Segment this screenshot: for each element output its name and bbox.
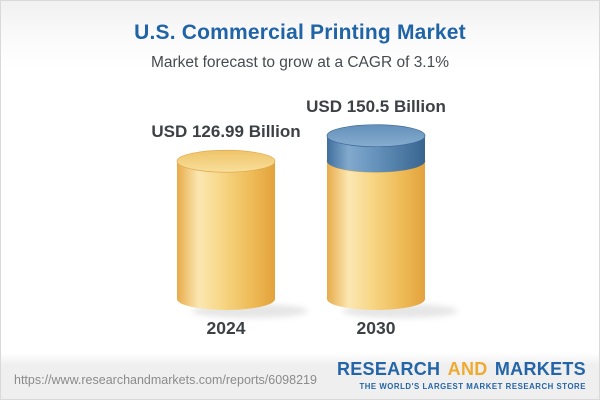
research-and-markets-logo: RESEARCH AND MARKETS THE WORLD'S LARGEST…	[337, 359, 586, 391]
bar-category-label-2030: 2030	[356, 318, 396, 338]
logo-word-research: RESEARCH	[336, 359, 441, 379]
report-url: https://www.researchandmarkets.com/repor…	[14, 373, 317, 387]
bar-cylinder-2030	[326, 124, 458, 318]
page-title: U.S. Commercial Printing Market	[134, 21, 466, 44]
bar-cylinder-2024	[176, 149, 308, 318]
bar-category-label-2024: 2024	[206, 318, 246, 338]
bar-value-label-2024: USD 126.99 Billion	[151, 122, 301, 141]
page-subtitle: Market forecast to grow at a CAGR of 3.1…	[150, 54, 450, 71]
header: U.S. Commercial Printing Market Market f…	[1, 1, 599, 72]
bar-value-label-2030: USD 150.5 Billion	[306, 97, 446, 116]
logo-word-and: AND	[447, 359, 488, 379]
logo-wordmark: RESEARCH AND MARKETS	[337, 359, 586, 380]
footer: https://www.researchandmarkets.com/repor…	[1, 353, 599, 399]
logo-word-markets: MARKETS	[494, 359, 586, 379]
logo-tagline: THE WORLD'S LARGEST MARKET RESEARCH STOR…	[359, 382, 586, 391]
